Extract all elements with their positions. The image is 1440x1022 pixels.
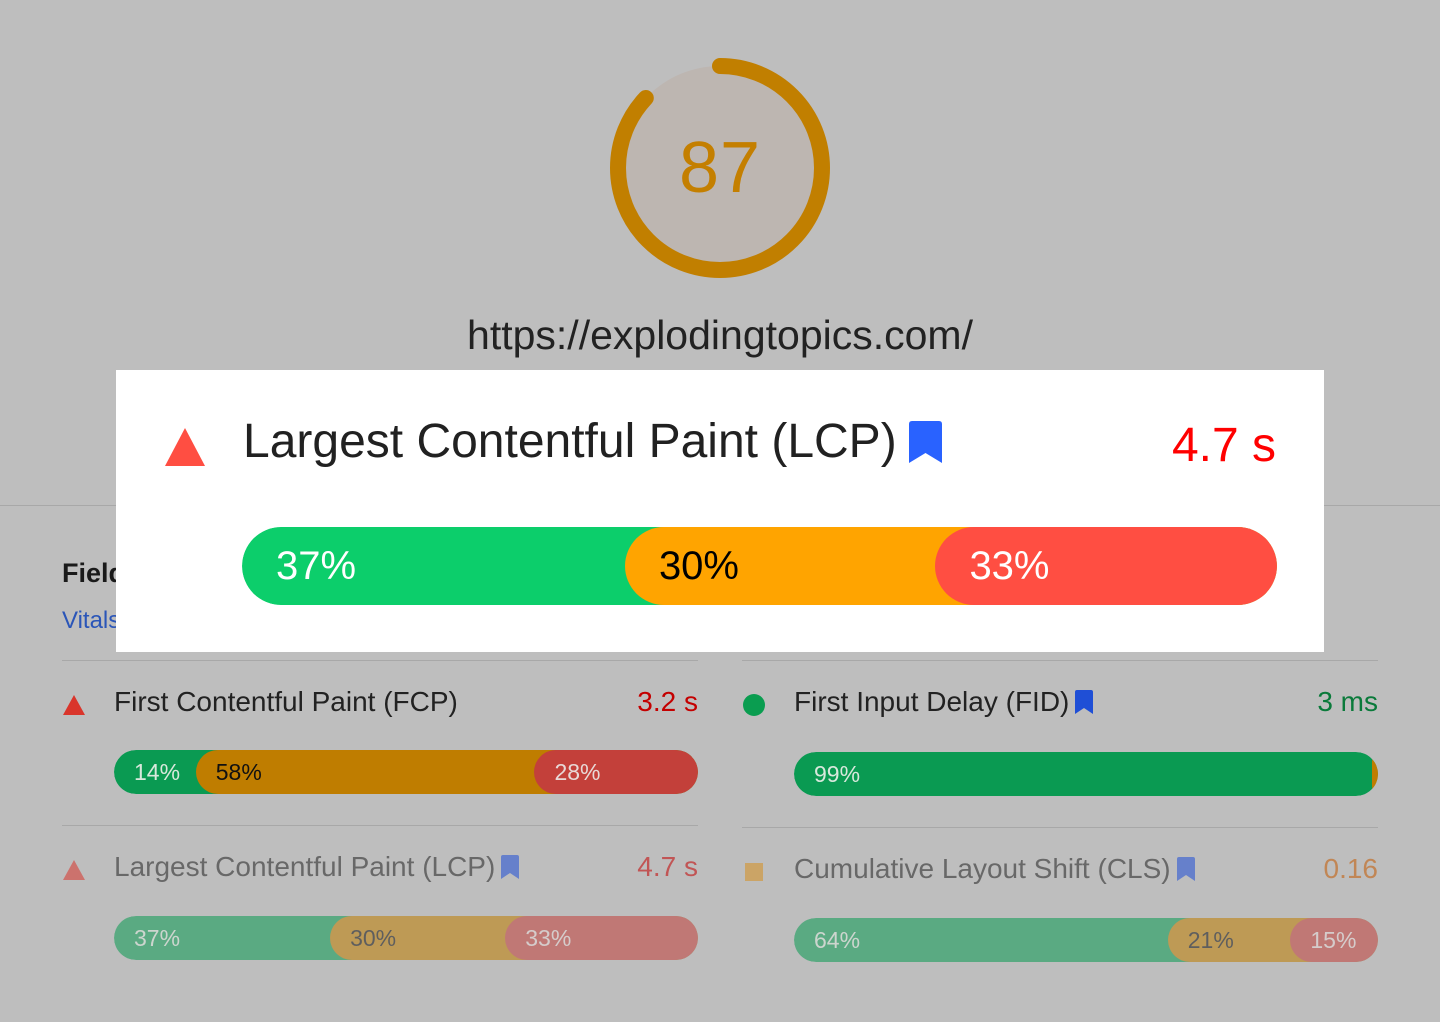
metric-fid[interactable]: First Input Delay (FID) 3 ms 99%1%1% [742,686,1378,796]
distribution-segment-poor: 33% [935,527,1277,605]
segment-label: 30% [658,543,739,588]
metric-value: 3.2 s [637,686,698,717]
metric-name: Cumulative Layout Shift (CLS) [794,853,1171,884]
segment-label: 37% [276,543,357,588]
distribution-segment-poor: 15% [1290,918,1378,962]
metric-lcp[interactable]: Largest Contentful Paint (LCP) 4.7 s 37%… [62,851,698,960]
gauge-ring-icon [610,58,830,278]
bookmark-icon[interactable] [908,420,942,463]
metric-name: First Input Delay (FID) [794,686,1070,717]
bookmark-icon[interactable] [501,855,520,879]
segment-label: 37% [134,924,181,951]
row-divider [742,660,1378,661]
segment-label: 33% [525,924,572,951]
lcp-highlight-card: Largest Contentful Paint (LCP) 4.7 s 37%… [116,370,1324,652]
distribution-segment-good: 99% [794,752,1378,796]
distribution-bar: 64% 21% 15% [794,918,1378,962]
page-url: https://explodingtopics.com/ [467,312,973,358]
distribution-segment-poor: 33% [505,916,698,960]
segment-label: 33% [969,543,1050,588]
performance-score-gauge: 87 [610,58,830,278]
metric-value: 4.7 s [1171,419,1276,472]
metric-value: 3 ms [1317,686,1378,717]
segment-label: 30% [350,924,397,951]
row-divider [62,825,698,826]
metric-value: 4.7 s [637,851,698,882]
distribution-segment-average: 1% [1372,752,1378,796]
bookmark-icon[interactable] [1176,857,1195,881]
distribution-bar: 14% 58% 28% [114,750,698,794]
segment-label: 21% [1187,926,1234,953]
status-icon [62,859,86,886]
field-data-heading: Field [62,558,126,588]
distribution-segment-poor: 28% [534,750,698,794]
metric-fcp[interactable]: First Contentful Paint (FCP) 3.2 s 14% 58… [62,686,698,794]
segment-label: 14% [134,758,181,785]
triangle-icon [165,428,205,466]
distribution-bar: 99%1%1% [794,752,1378,796]
metric-name: Largest Contentful Paint (LCP) [243,415,897,468]
segment-label: 99% [814,760,861,787]
segment-label: 64% [814,926,861,953]
segment-label: 15% [1310,926,1357,953]
metric-name: First Contentful Paint (FCP) [114,686,458,717]
segment-label: 28% [554,758,601,785]
row-divider [62,660,698,661]
triangle-icon [63,860,85,880]
square-icon [745,863,763,881]
circle-icon [743,694,765,716]
metric-name: Largest Contentful Paint (LCP) [114,851,496,882]
score-value: 87 [678,128,762,208]
segment-label: 58% [215,758,262,785]
metric-value: 0.16 [1323,853,1379,884]
status-icon [742,861,766,888]
triangle-icon [63,695,85,715]
distribution-bar: 37% 30% 33% [242,527,1277,605]
distribution-bar: 37% 30% 33% [114,916,698,960]
status-icon [742,694,766,721]
core-web-vitals-link[interactable]: Vitals [62,607,121,634]
row-divider [742,827,1378,828]
status-icon [62,694,86,721]
bookmark-icon[interactable] [1075,690,1094,714]
metric-cls[interactable]: Cumulative Layout Shift (CLS) 0.16 64% 21… [742,853,1379,962]
